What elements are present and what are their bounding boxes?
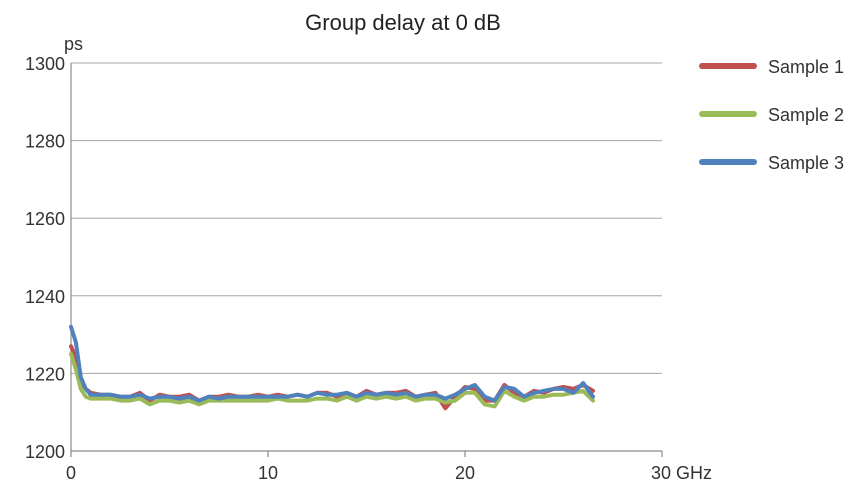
y-tick-label: 1240	[25, 287, 65, 307]
y-tick-label: 1200	[25, 442, 65, 462]
gridlines	[71, 62, 662, 374]
legend-label-sample-1: Sample 1	[768, 57, 844, 77]
data-series	[69, 324, 595, 411]
legend: Sample 1 Sample 2 Sample 3	[699, 57, 844, 173]
x-tick-label: 10	[258, 463, 278, 483]
y-tick-label: 1300	[25, 54, 65, 74]
series-line-sample-2	[69, 352, 595, 409]
axes	[70, 63, 663, 457]
x-tick-label: 20	[455, 463, 475, 483]
series-line-sample-3	[69, 324, 595, 403]
x-tick-label: 30 GHz	[651, 463, 712, 483]
legend-label-sample-3: Sample 3	[768, 153, 844, 173]
y-axis-unit-label: ps	[64, 34, 83, 54]
x-tick-label: 0	[66, 463, 76, 483]
y-tick-label: 1260	[25, 209, 65, 229]
y-tick-label: 1220	[25, 364, 65, 384]
chart-title: Group delay at 0 dB	[305, 10, 501, 35]
legend-label-sample-2: Sample 2	[768, 105, 844, 125]
y-tick-label: 1280	[25, 132, 65, 152]
tick-labels: 1200 1220 1240 1260 1280 1300 0 10 20 30 GHz	[25, 54, 712, 483]
